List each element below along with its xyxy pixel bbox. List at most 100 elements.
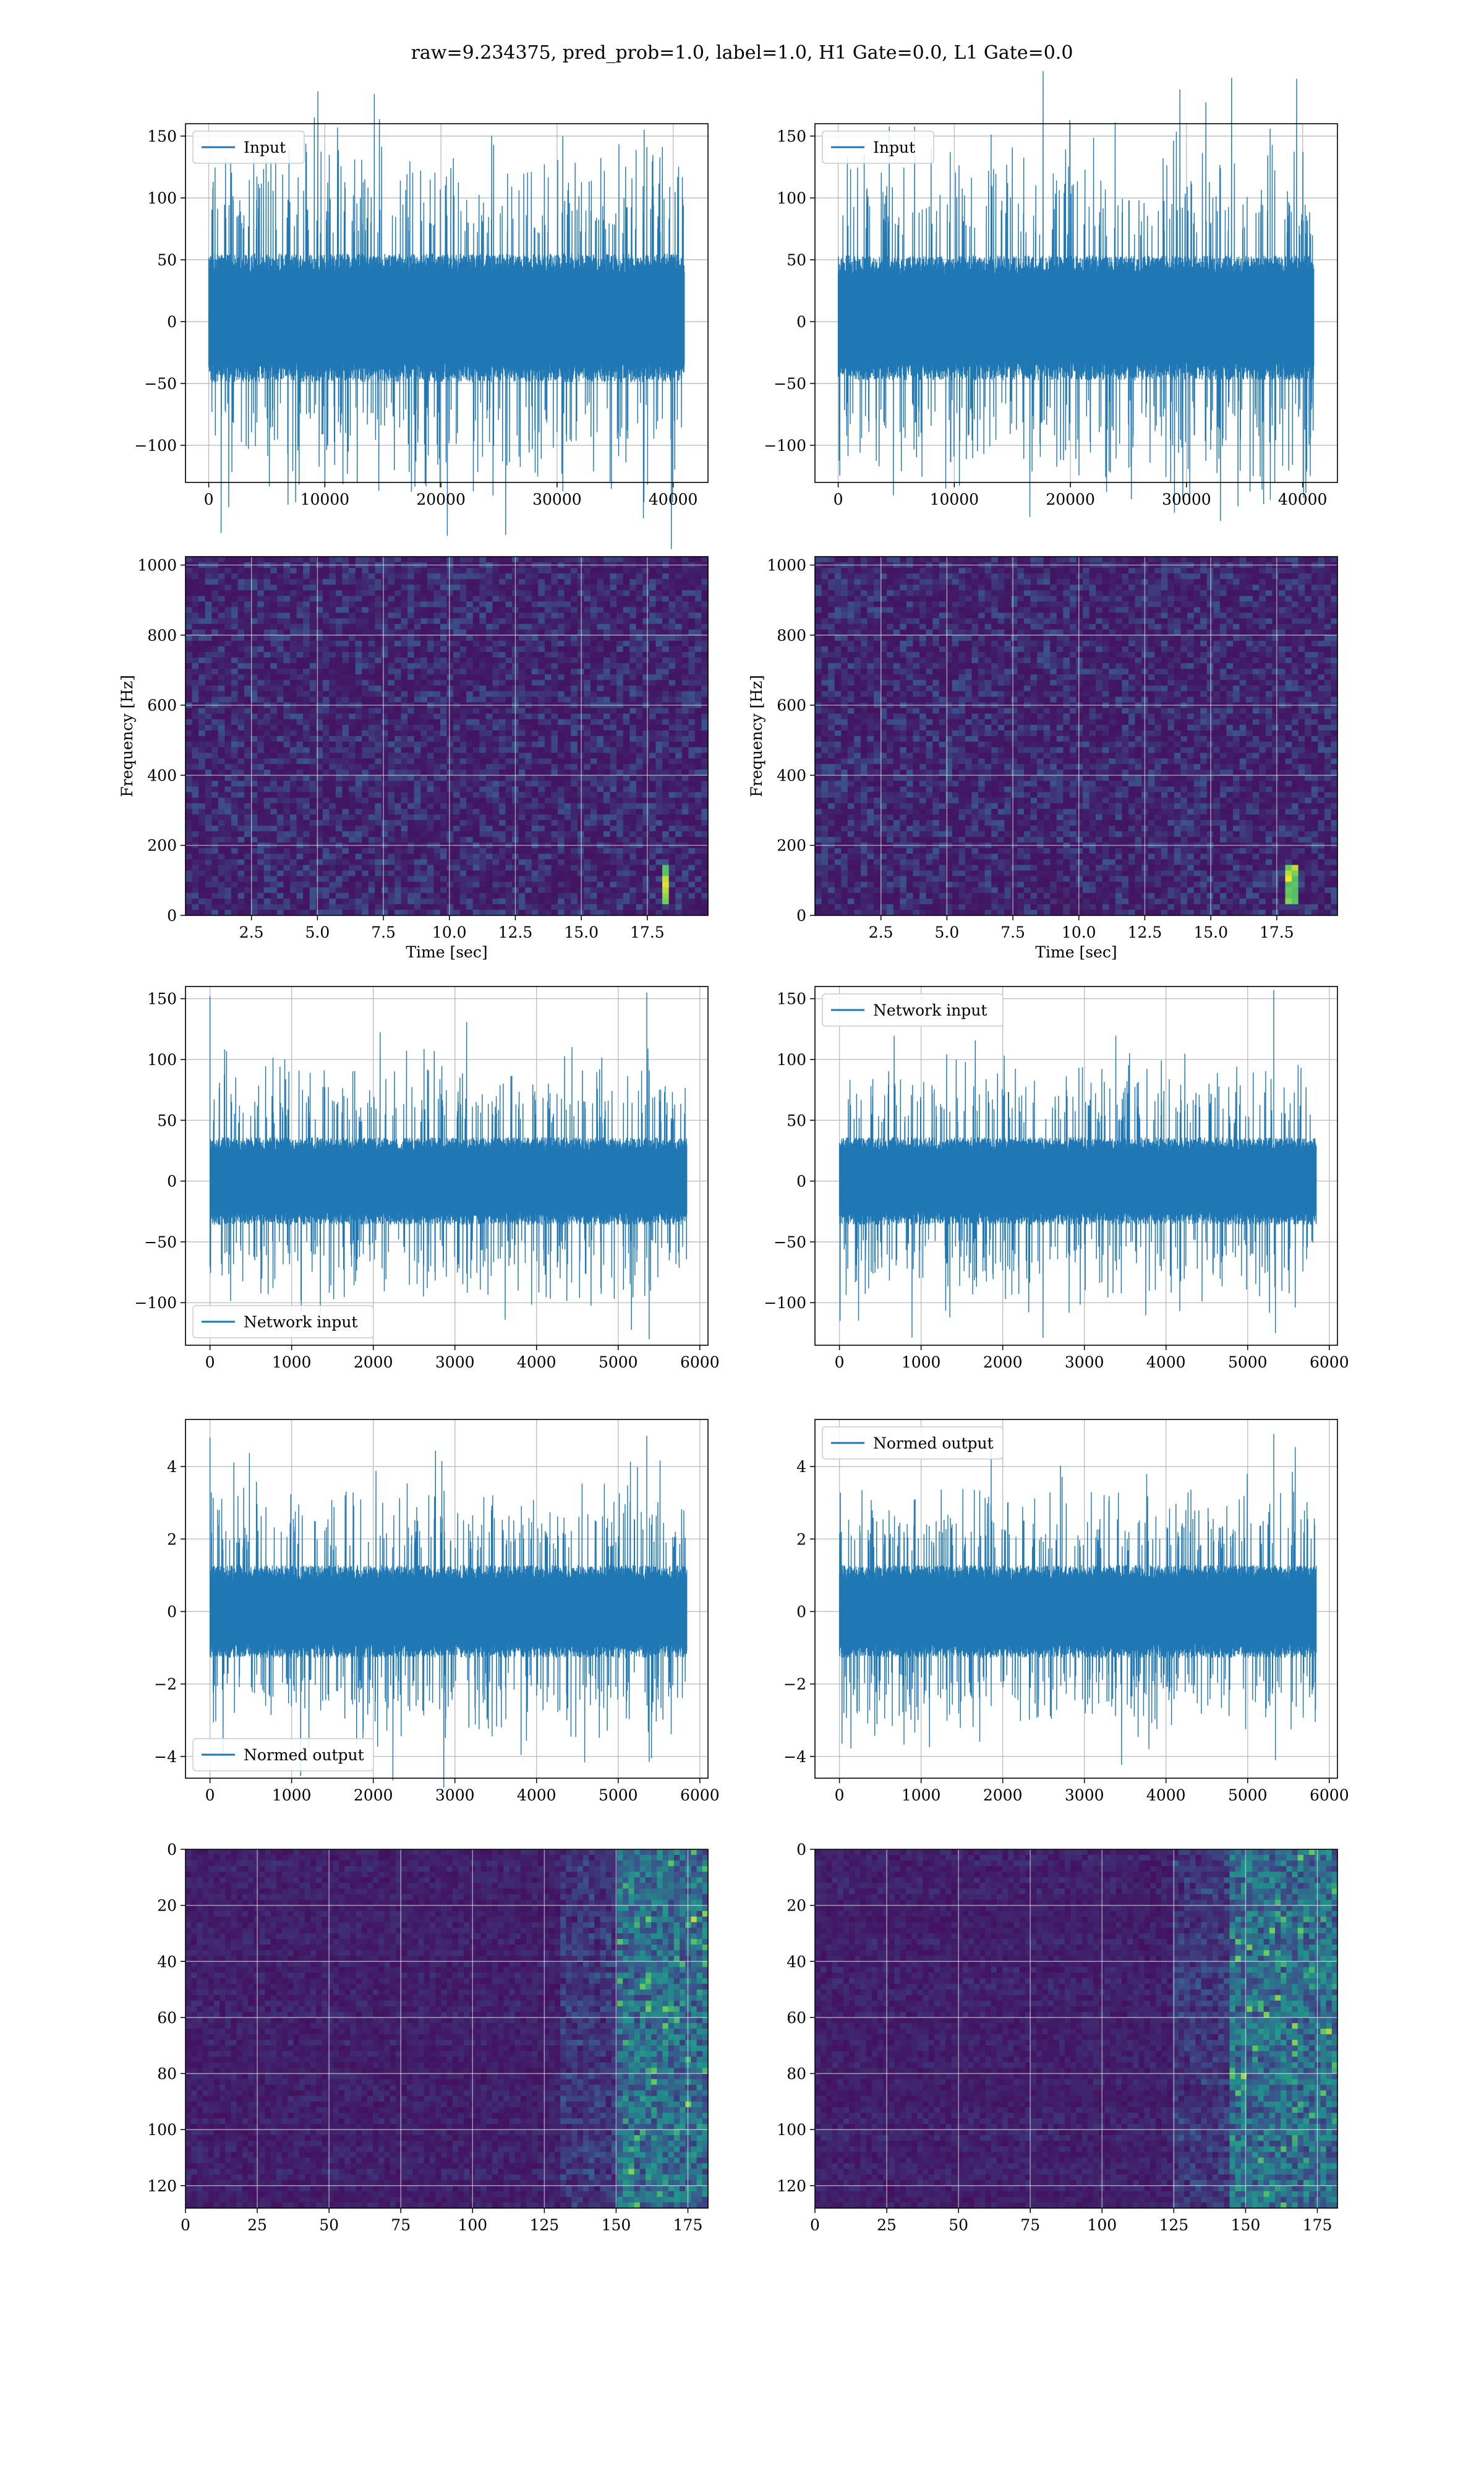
heatmap-cell xyxy=(544,640,552,647)
heatmap-cell xyxy=(531,646,539,653)
heatmap-cell xyxy=(414,837,421,843)
heatmap-cell xyxy=(420,808,428,815)
heatmap-cell xyxy=(453,557,461,563)
heatmap-cell xyxy=(407,691,415,698)
heatmap-cell xyxy=(368,859,375,866)
heatmap-cell xyxy=(577,820,584,826)
heatmap-cell xyxy=(283,859,291,866)
heatmap-cell xyxy=(694,736,702,742)
heatmap-cell xyxy=(250,652,258,658)
heatmap-cell xyxy=(649,579,657,585)
heatmap-cell xyxy=(368,623,375,630)
heatmap-cell xyxy=(427,758,434,764)
heatmap-cell xyxy=(492,808,500,815)
heatmap-cell xyxy=(257,865,265,871)
heatmap-cell xyxy=(571,568,578,574)
heatmap-cell xyxy=(394,887,402,894)
heatmap-cell xyxy=(440,691,448,698)
heatmap-cell xyxy=(322,865,330,871)
y-tick-label: −50 xyxy=(144,375,177,393)
heatmap-cell xyxy=(459,584,467,591)
heatmap-cell xyxy=(505,859,513,866)
heatmap-cell xyxy=(205,747,212,753)
heatmap-cell xyxy=(446,859,454,866)
heatmap-cell xyxy=(316,736,323,742)
heatmap-cell xyxy=(551,870,558,877)
heatmap-cell xyxy=(538,557,545,563)
heatmap-cell xyxy=(668,876,676,883)
heatmap-cell xyxy=(675,640,683,647)
heatmap-cell xyxy=(342,786,349,793)
heatmap-cell xyxy=(237,657,245,664)
heatmap-cell xyxy=(642,764,650,770)
heatmap-cell xyxy=(198,797,206,804)
heatmap-cell xyxy=(499,786,506,793)
heatmap-cell xyxy=(355,826,362,832)
heatmap-cell xyxy=(472,557,480,563)
heatmap-cell xyxy=(316,708,323,714)
heatmap-cell xyxy=(590,713,598,720)
heatmap-cell xyxy=(662,747,670,753)
heatmap-cell xyxy=(244,618,252,625)
heatmap-cell xyxy=(453,781,461,787)
heatmap-cell xyxy=(642,859,650,866)
heatmap-cell xyxy=(211,730,219,737)
heatmap-cell xyxy=(459,786,467,793)
heatmap-cell xyxy=(427,607,434,614)
heatmap-cell xyxy=(198,892,206,899)
heatmap-cell xyxy=(335,831,343,837)
heatmap-cell xyxy=(610,859,617,866)
heatmap-cell xyxy=(407,859,415,866)
heatmap-cell xyxy=(192,831,199,837)
heatmap-cell xyxy=(453,685,461,692)
heatmap-cell xyxy=(244,792,252,798)
heatmap-cell xyxy=(276,568,284,574)
heatmap-cell xyxy=(531,557,539,563)
heatmap-cell xyxy=(244,674,252,680)
heatmap-cell xyxy=(492,629,500,636)
heatmap-cell xyxy=(381,887,389,894)
heatmap-cell xyxy=(211,792,219,798)
heatmap-cell xyxy=(427,764,434,770)
heatmap-cell xyxy=(466,629,474,636)
heatmap-cell xyxy=(322,663,330,669)
heatmap-cell xyxy=(381,870,389,877)
heatmap-cell xyxy=(290,629,297,636)
heatmap-cell xyxy=(531,742,539,748)
heatmap-cell xyxy=(485,657,493,664)
heatmap-cell xyxy=(701,601,709,608)
heatmap-cell xyxy=(479,657,487,664)
heatmap-cell xyxy=(675,596,683,602)
heatmap-cell xyxy=(675,618,683,625)
heatmap-cell xyxy=(662,635,670,641)
heatmap-cell xyxy=(375,831,382,837)
heatmap-cell xyxy=(558,736,565,742)
heatmap-cell xyxy=(257,708,265,714)
heatmap-cell xyxy=(316,786,323,793)
heatmap-cell xyxy=(472,685,480,692)
heatmap-cell xyxy=(668,887,676,894)
heatmap-cell xyxy=(355,568,362,574)
heatmap-cell xyxy=(394,557,402,563)
heatmap-cell xyxy=(616,736,624,742)
heatmap-cell xyxy=(186,669,193,675)
heatmap-cell xyxy=(571,719,578,726)
heatmap-cell xyxy=(276,848,284,854)
heatmap-cell xyxy=(276,623,284,630)
heatmap-cell xyxy=(381,719,389,726)
heatmap-cell xyxy=(485,646,493,653)
heatmap-cell xyxy=(440,753,448,759)
heatmap-cell xyxy=(224,657,232,664)
heatmap-cell xyxy=(401,808,408,815)
heatmap-cell xyxy=(459,808,467,815)
heatmap-cell xyxy=(186,708,193,714)
heatmap-cell xyxy=(662,848,670,854)
heatmap-cell xyxy=(276,646,284,653)
heatmap-cell xyxy=(250,618,258,625)
heatmap-cell xyxy=(681,892,689,899)
heatmap-cell xyxy=(688,680,696,687)
heatmap-cell xyxy=(623,747,630,753)
heatmap-cell xyxy=(270,601,278,608)
heatmap-cell xyxy=(675,674,683,680)
heatmap-cell xyxy=(250,724,258,731)
